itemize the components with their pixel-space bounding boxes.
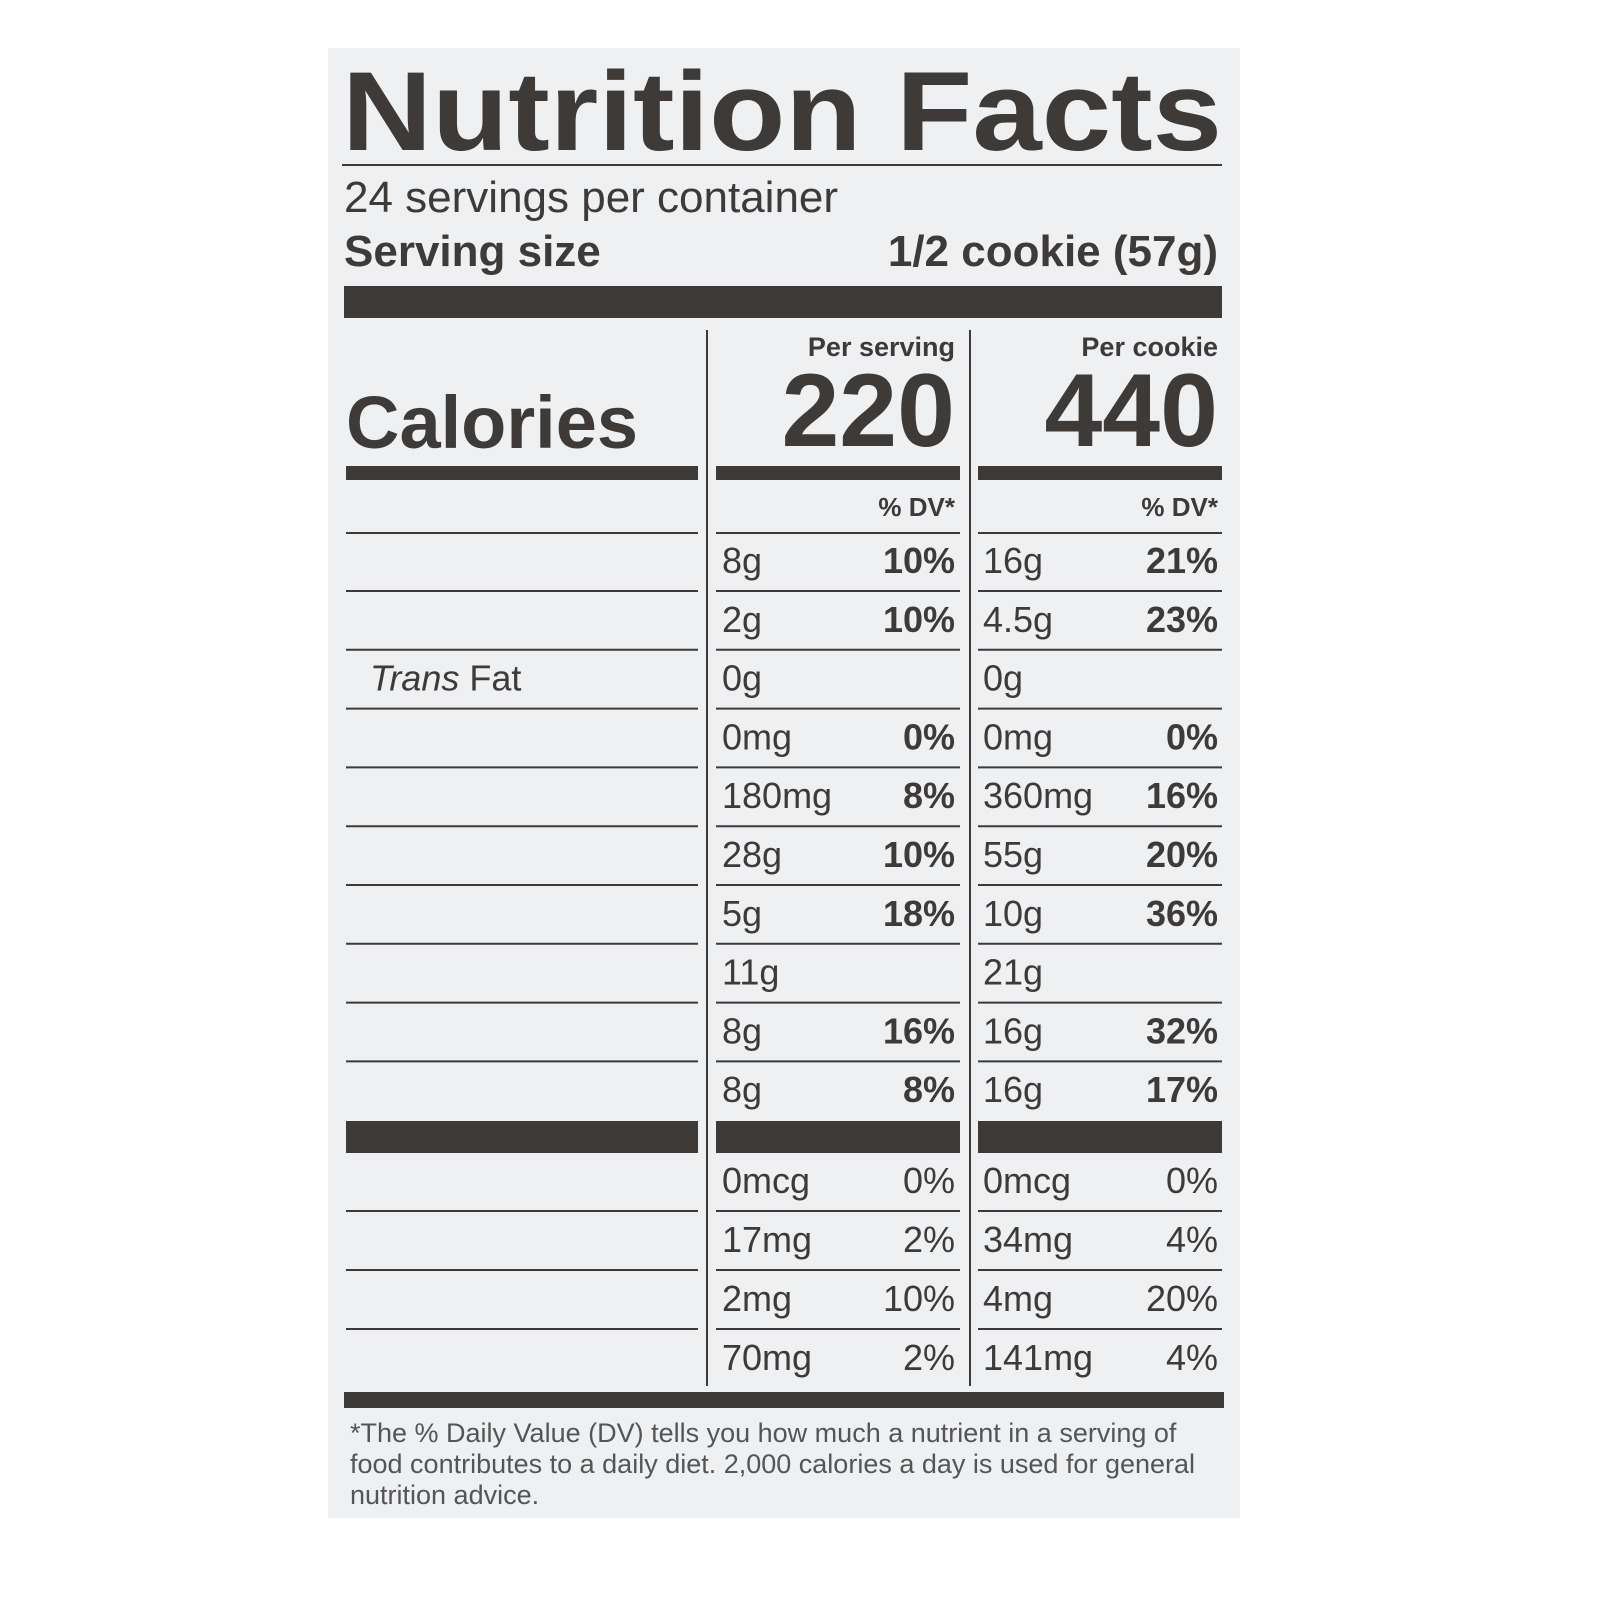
- thick-bar: [716, 1121, 960, 1153]
- amount: 55g: [983, 834, 1043, 875]
- amount: 180mg: [722, 775, 832, 816]
- daily-value: 21%: [1146, 540, 1218, 581]
- serving-size-label: Serving size: [344, 227, 601, 276]
- amount: 0mcg: [722, 1160, 810, 1201]
- daily-value: 36%: [1146, 893, 1218, 934]
- daily-value: 10%: [883, 834, 955, 875]
- daily-value: 17%: [1146, 1069, 1218, 1110]
- daily-value: 0%: [903, 1160, 955, 1201]
- amount: 0mg: [983, 716, 1053, 757]
- amount: 141mg: [983, 1337, 1093, 1378]
- thick-bar: [978, 1121, 1222, 1153]
- daily-value: 16%: [1146, 775, 1218, 816]
- daily-value: 0%: [1166, 716, 1218, 757]
- daily-value: 20%: [1146, 1278, 1218, 1319]
- footnote: *The % Daily Value (DV) tells you how mu…: [350, 1418, 1196, 1510]
- amount: 11g: [722, 952, 779, 993]
- amount: 16g: [983, 1069, 1043, 1110]
- daily-value: 8%: [903, 1069, 955, 1110]
- amount: 28g: [722, 834, 782, 875]
- daily-value: 10%: [883, 1278, 955, 1319]
- amount: 4.5g: [983, 599, 1053, 640]
- calories-value: 440: [1044, 353, 1218, 469]
- amount: 16g: [983, 1010, 1043, 1051]
- nutrient-name-rest: Fat: [469, 658, 521, 699]
- daily-value: 16%: [883, 1010, 955, 1051]
- thick-bar: [346, 1121, 698, 1153]
- thick-bar: [978, 466, 1222, 480]
- calories-value: 220: [781, 353, 955, 469]
- daily-value: 0%: [1166, 1160, 1218, 1201]
- amount: 4mg: [983, 1278, 1053, 1319]
- amount: 2g: [722, 599, 762, 640]
- dv-header: % DV*: [878, 492, 955, 522]
- column-header: Per serving: [808, 332, 955, 362]
- nutrient-name-italic: Trans: [370, 658, 459, 699]
- daily-value: 32%: [1146, 1010, 1218, 1051]
- amount: 8g: [722, 1010, 762, 1051]
- dv-header: % DV*: [1141, 492, 1218, 522]
- daily-value: 20%: [1146, 834, 1218, 875]
- daily-value: 10%: [883, 540, 955, 581]
- amount: 0mcg: [983, 1160, 1071, 1201]
- amount: 17mg: [722, 1219, 812, 1260]
- amount: 21g: [983, 952, 1043, 993]
- amount: 5g: [722, 893, 762, 934]
- title: Nutrition Facts: [342, 49, 1222, 174]
- daily-value: 8%: [903, 775, 955, 816]
- amount: 360mg: [983, 775, 1093, 816]
- daily-value: 0%: [903, 716, 955, 757]
- nutrient-name: Trans Fat: [370, 658, 521, 699]
- amount: 10g: [983, 893, 1043, 934]
- amount: 8g: [722, 1069, 762, 1110]
- calories-label: Calories: [346, 381, 638, 464]
- amount: 34mg: [983, 1219, 1073, 1260]
- amount: 8g: [722, 540, 762, 581]
- thick-bar: [344, 1392, 1224, 1408]
- amount: 2mg: [722, 1278, 792, 1319]
- daily-value: 23%: [1146, 599, 1218, 640]
- daily-value: 2%: [903, 1337, 955, 1378]
- amount: 70mg: [722, 1337, 812, 1378]
- amount: 0g: [722, 658, 762, 699]
- thick-bar: [344, 286, 1222, 318]
- daily-value: 10%: [883, 599, 955, 640]
- amount: 16g: [983, 540, 1043, 581]
- column-header: Per cookie: [1081, 332, 1218, 362]
- serving-size-value: 1/2 cookie (57g): [888, 227, 1218, 276]
- daily-value: 4%: [1166, 1337, 1218, 1378]
- amount: 0mg: [722, 716, 792, 757]
- amount: 0g: [983, 658, 1023, 699]
- thick-bar: [716, 466, 960, 480]
- daily-value: 4%: [1166, 1219, 1218, 1260]
- thick-bar: [346, 466, 698, 480]
- daily-value: 2%: [903, 1219, 955, 1260]
- servings: 24 servings per container: [344, 173, 838, 222]
- daily-value: 18%: [883, 893, 955, 934]
